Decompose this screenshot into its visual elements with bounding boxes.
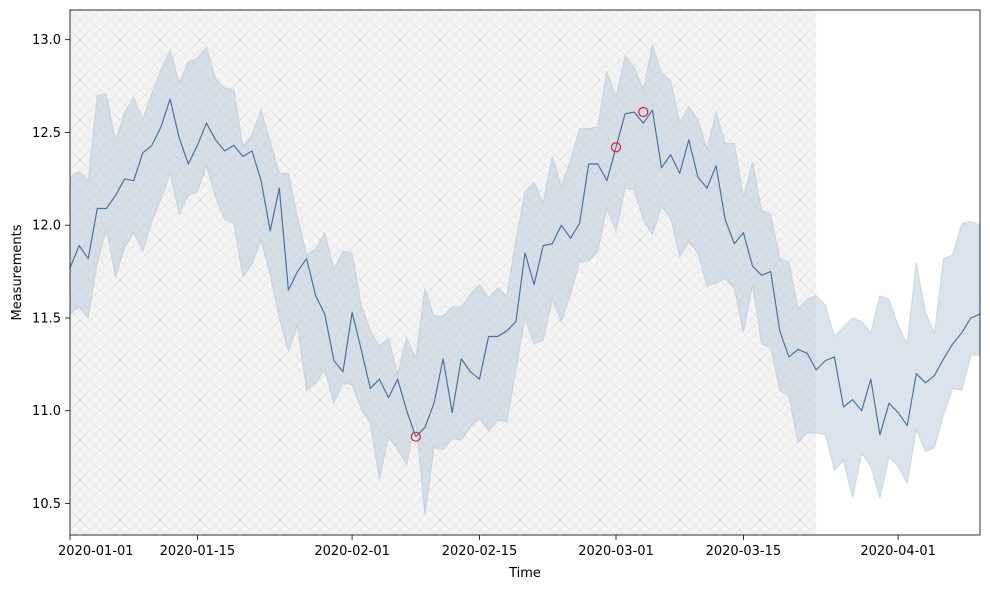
x-axis-title: Time xyxy=(508,566,541,581)
x-tick-label: 2020-01-01 xyxy=(58,544,134,559)
series-line xyxy=(70,98,980,438)
x-axis: 2020-01-01 2020-01-15 2020-02-01 2020-02-15… xyxy=(58,535,936,559)
plot-frame xyxy=(69,9,981,536)
x-tick-label: 2020-03-15 xyxy=(706,544,782,559)
highlight-marker xyxy=(638,106,649,118)
y-tick-label: 11.5 xyxy=(32,311,61,326)
x-tick-label: 2020-02-01 xyxy=(314,544,390,559)
y-tick-label: 10.5 xyxy=(32,497,61,512)
x-tick-label: 2020-04-01 xyxy=(860,544,936,559)
x-tick-label: 2020-02-15 xyxy=(442,544,518,559)
y-axis-title: Measurements xyxy=(10,224,25,320)
x-tick-label: 2020-03-01 xyxy=(578,544,654,559)
series-layer xyxy=(70,42,980,515)
band-lower-edge xyxy=(70,163,980,515)
y-tick-label: 13.0 xyxy=(32,33,61,48)
highlight-marker xyxy=(610,142,622,153)
highlight-marker-layer xyxy=(410,106,649,442)
y-tick-label: 11.0 xyxy=(32,404,61,419)
plot-area xyxy=(70,10,980,535)
highlight-marker xyxy=(410,431,421,442)
band-upper-edge xyxy=(70,42,980,376)
y-tick-label: 12.0 xyxy=(32,219,61,234)
y-tick-label: 12.5 xyxy=(32,126,61,141)
y-axis: 10.5 11.0 11.5 12.0 12.5 13.0 xyxy=(32,33,70,512)
x-tick-label: 2020-01-15 xyxy=(160,544,236,559)
